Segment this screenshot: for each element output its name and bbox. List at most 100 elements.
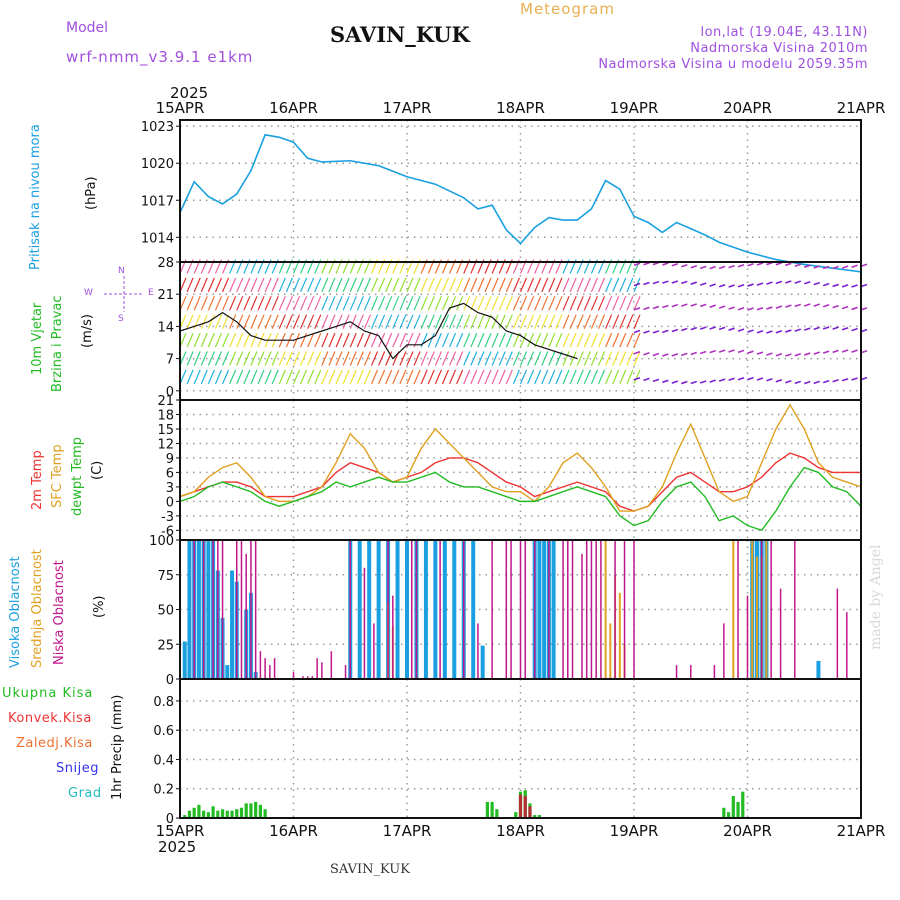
wind-barb	[785, 304, 792, 308]
wind-barb	[681, 264, 688, 268]
wind-barb	[271, 351, 279, 366]
wind-barb	[612, 369, 620, 385]
wind-barb	[243, 314, 251, 329]
wind-barb	[699, 303, 707, 308]
wind-barb	[434, 277, 442, 293]
wind-barb	[718, 378, 726, 382]
wind-barb	[541, 314, 549, 329]
wind-barb	[207, 351, 215, 366]
wind-barb	[285, 277, 293, 293]
wind-barb	[590, 369, 598, 385]
wind-barb	[441, 314, 450, 329]
wind-barb	[420, 314, 428, 329]
wind-barb	[470, 277, 478, 293]
wind-barb	[690, 326, 698, 331]
wind-barb	[690, 380, 698, 385]
wind-barb	[498, 332, 506, 348]
wind-barb	[434, 332, 442, 348]
wind-barb	[250, 351, 258, 366]
wind-barb	[562, 351, 570, 366]
wind-barb	[709, 379, 716, 383]
wind-barb	[662, 329, 669, 334]
wind-barb	[229, 296, 237, 311]
wind-barb	[785, 262, 792, 267]
wind-barb	[756, 306, 764, 311]
high-cloud-bar	[187, 540, 192, 679]
wind-barb	[399, 369, 407, 385]
wind-barb	[186, 351, 194, 366]
wind-barb	[541, 369, 549, 385]
wind-barb	[491, 296, 499, 311]
wind-barb	[619, 296, 627, 311]
wind-barb	[576, 351, 584, 366]
wind-barb	[519, 296, 528, 311]
precip-total-bar	[244, 803, 248, 818]
precip-total-bar	[225, 810, 229, 818]
wind-barb	[399, 314, 407, 329]
low-cloud-bar	[240, 540, 243, 679]
precip-total-bar	[741, 791, 745, 818]
low-cloud-bar	[316, 658, 318, 679]
x-tick-label-top: 20APR	[723, 99, 772, 117]
wind-barb	[264, 277, 272, 293]
y-tick-label: 12	[157, 437, 174, 452]
wind-barb	[590, 277, 598, 293]
wind-barb	[534, 277, 542, 293]
high-cloud-bar	[367, 540, 372, 679]
wind-barb	[652, 352, 660, 357]
wind-barb	[737, 283, 745, 288]
wind-barb	[576, 369, 584, 385]
low-cloud-bar	[193, 540, 195, 679]
wind-barb	[671, 263, 679, 267]
wind-barb	[569, 296, 577, 311]
wind-barb	[662, 304, 669, 309]
wind-barb	[541, 296, 549, 311]
wind-barb	[278, 296, 286, 311]
high-cloud-bar	[405, 540, 409, 679]
wind-barb	[222, 277, 230, 293]
wind-barb	[728, 284, 735, 288]
wind-barb	[236, 369, 244, 385]
wind-barb	[271, 277, 279, 293]
wind-barb	[356, 351, 364, 366]
wind-barb	[491, 277, 499, 293]
wind-barb	[626, 277, 634, 293]
precip-total-bar	[537, 815, 542, 818]
wind-barb	[463, 296, 471, 311]
wind-barb	[186, 277, 194, 293]
wind-barb	[456, 296, 464, 311]
wind-barb	[470, 332, 478, 348]
wind-barb	[193, 351, 201, 366]
precip-total-bar	[263, 809, 267, 818]
wind-barb	[832, 283, 839, 288]
low-cloud-bar	[519, 540, 522, 679]
wind-barb	[456, 332, 464, 348]
wind-barb	[491, 332, 499, 348]
wind-barb	[548, 314, 556, 329]
y-tick-label: -3	[161, 510, 174, 525]
wind-barb	[342, 332, 350, 348]
wind-barb	[222, 369, 230, 385]
wind-barb	[491, 369, 499, 385]
wind-barb	[257, 332, 265, 348]
wind-barb	[491, 314, 499, 329]
wind-barb	[214, 277, 223, 293]
wind-barb	[484, 277, 492, 293]
wind-barb	[813, 326, 820, 331]
precip-legend-total: Ukupna Kisa	[2, 686, 94, 701]
wind-barb	[605, 277, 613, 293]
wind-barb	[794, 328, 802, 332]
wind-barb	[803, 264, 811, 268]
wind-barb	[328, 296, 336, 311]
wind-barb	[756, 282, 764, 286]
wind-barb	[243, 369, 251, 385]
mid-cloud-bar	[604, 540, 607, 679]
wind-barb	[766, 352, 773, 356]
wind-barb	[399, 296, 407, 311]
high-cloud-bar	[395, 540, 400, 679]
wind-barb	[747, 376, 754, 381]
wind-barb	[456, 277, 464, 293]
wind-barb	[456, 351, 464, 366]
wind-barb	[349, 332, 357, 348]
wind-barb	[747, 307, 754, 311]
